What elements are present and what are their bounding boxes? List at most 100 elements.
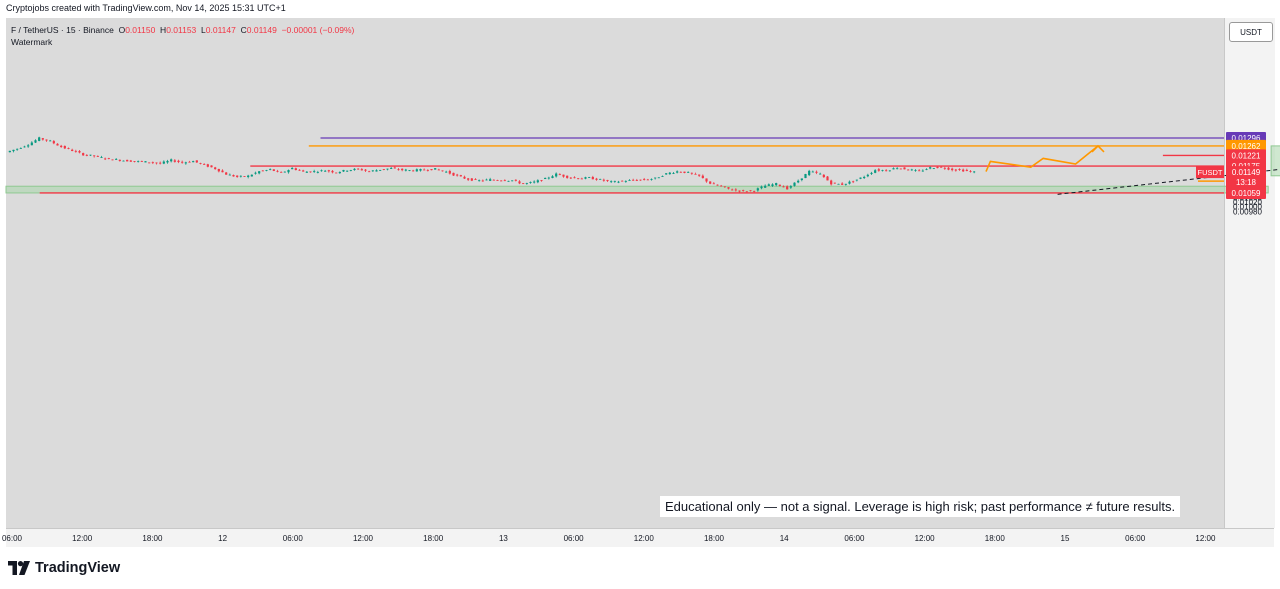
candle-body (250, 174, 253, 177)
candle-body (85, 155, 88, 156)
candle-body (419, 169, 422, 171)
candle-body (591, 177, 594, 180)
candle-body (232, 175, 235, 177)
candle-body (577, 178, 580, 180)
candle-body (166, 160, 169, 163)
candle-body (19, 148, 22, 149)
candle-body (12, 149, 15, 152)
candle-body (676, 171, 679, 173)
watermark-label: Watermark (11, 37, 53, 47)
current-symbol-text: FUSDT (1198, 168, 1223, 177)
candle-body (78, 151, 81, 153)
candle-body (687, 171, 690, 173)
candle-body (643, 179, 646, 180)
candle-body (830, 180, 833, 185)
candle-body (170, 159, 173, 162)
candle-body (283, 171, 286, 173)
candle-body (683, 171, 686, 173)
candle-body (71, 149, 74, 152)
candle-body (698, 174, 701, 176)
x-tick-label: 18:00 (423, 534, 444, 543)
candle-body (470, 178, 473, 181)
candle-body (716, 184, 719, 186)
candle-body (261, 170, 264, 172)
legend-open-value: 0.01150 (125, 25, 156, 35)
candle-body (775, 183, 778, 186)
candle-body (668, 172, 671, 175)
candle-body (954, 169, 957, 171)
x-tick-label: 12:00 (1195, 534, 1216, 543)
x-tick-label: 12:00 (915, 534, 936, 543)
candle-body (302, 170, 305, 172)
candle-body (661, 176, 664, 177)
candle-body (258, 171, 261, 174)
candle-body (514, 179, 517, 181)
candle-body (203, 164, 206, 165)
candle-body (195, 160, 198, 163)
candle-body (309, 171, 312, 173)
currency-button[interactable]: USDT (1229, 22, 1273, 42)
candle-body (485, 179, 488, 181)
candle-body (140, 161, 143, 162)
tradingview-logo-icon (8, 561, 30, 575)
price-label-box (1226, 139, 1266, 152)
candle-body (357, 168, 360, 170)
candle-body (254, 172, 257, 174)
chart-attribution: Cryptojobs created with TradingView.com,… (6, 3, 286, 13)
candle-body (280, 171, 283, 173)
candle-body (848, 181, 851, 184)
candle-body (159, 162, 162, 164)
price-axis[interactable] (1224, 18, 1275, 528)
candle-body (551, 176, 554, 179)
candle-body (192, 161, 195, 163)
candle-body (23, 146, 26, 148)
candle-body (841, 183, 844, 185)
candle-body (940, 166, 943, 168)
candle-body (507, 180, 510, 182)
legend-low-value: 0.01147 (205, 25, 236, 35)
candle-body (34, 140, 37, 143)
tradingview-logo[interactable]: TradingView (8, 560, 120, 576)
candle-body (745, 191, 748, 193)
candle-body (324, 170, 327, 172)
candle-body (177, 160, 180, 163)
candle-body (624, 181, 627, 182)
candle-body (525, 183, 528, 184)
candle-body (489, 179, 492, 181)
candle-body (137, 160, 140, 162)
candle-body (566, 175, 569, 178)
x-tick-label: 06:00 (2, 534, 23, 543)
candle-body (599, 178, 602, 180)
candle-body (694, 173, 697, 175)
candle-body (107, 158, 110, 159)
candle-body (852, 181, 855, 183)
candle-body (731, 189, 734, 191)
candle-body (771, 184, 774, 187)
candle-body (445, 171, 448, 173)
candle-body (496, 180, 499, 181)
candle-body (859, 177, 862, 179)
legend-high-label: H (160, 25, 167, 35)
candle-body (973, 171, 976, 173)
x-tick-label: 12:00 (72, 534, 93, 543)
candle-body (610, 181, 613, 183)
candle-body (45, 139, 48, 141)
candle-body (228, 174, 231, 176)
candle-body (313, 171, 316, 172)
current-price-text: 0.01149 (1232, 168, 1261, 177)
candle-body (408, 170, 411, 171)
candle-body (184, 162, 187, 164)
chart-plot-area[interactable] (6, 18, 1224, 528)
candle-body (206, 164, 209, 167)
candle-body (533, 181, 536, 183)
candle-body (474, 179, 477, 180)
candle-body (390, 168, 393, 169)
candle-body (892, 168, 895, 170)
time-axis[interactable] (6, 528, 1274, 547)
candle-body (272, 169, 275, 171)
candle-body (298, 169, 301, 171)
candle-body (826, 176, 829, 181)
candle-body (756, 188, 759, 191)
candle-body (63, 145, 66, 149)
candle-body (456, 174, 459, 176)
